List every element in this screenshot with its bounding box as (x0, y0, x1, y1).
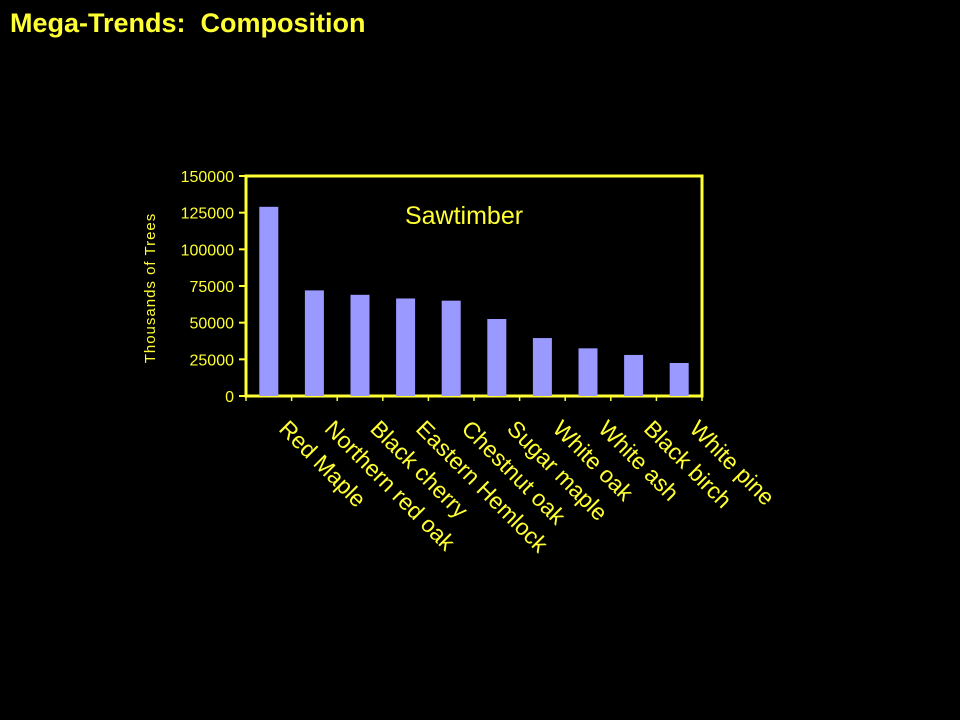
slide-title: Mega-Trends: Composition (10, 8, 366, 38)
y-axis-label: Thousands of Trees (142, 213, 159, 364)
y-tick-label: 75000 (190, 279, 235, 296)
bar (624, 354, 644, 396)
y-axis: 0 25000 50000 75000 100000 125000 150000 (181, 169, 246, 406)
y-tick-label: 0 (225, 389, 234, 406)
y-tick-label: 150000 (181, 169, 234, 186)
bar (304, 290, 324, 396)
y-tick-label: 100000 (181, 242, 234, 259)
bar (578, 348, 598, 396)
bar (532, 338, 552, 396)
chart-title: Sawtimber (405, 202, 523, 230)
bar (441, 300, 461, 396)
bar (259, 206, 279, 396)
y-tick-label: 25000 (190, 352, 235, 369)
y-tick-label: 125000 (181, 206, 234, 223)
bar (669, 363, 689, 396)
bar (487, 319, 507, 396)
bar (396, 298, 416, 396)
y-tick-label: 50000 (190, 316, 235, 333)
bar (350, 294, 370, 396)
bars (259, 206, 689, 396)
